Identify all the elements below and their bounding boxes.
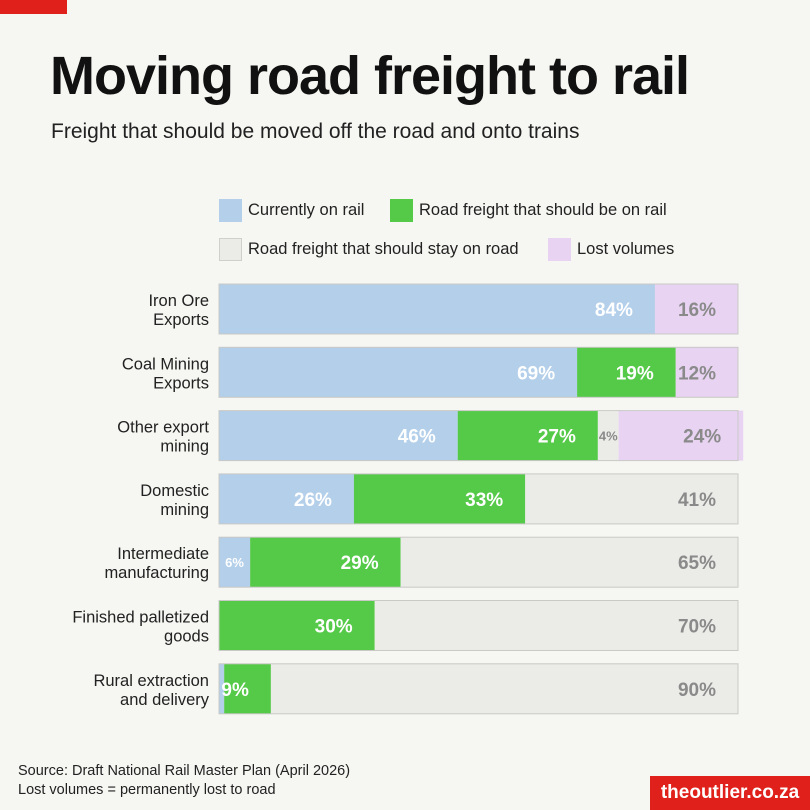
legend-item-currently-on-rail: Currently on rail — [219, 199, 364, 222]
bar-outline — [218, 663, 739, 715]
legend-swatch-should-be-on-rail — [390, 199, 413, 222]
bar-segment — [353, 473, 526, 524]
bar-segment — [219, 600, 375, 651]
top-accent-bar — [0, 0, 67, 14]
bar-outline — [218, 346, 739, 398]
legend-item-should-be-on-rail: Road freight that should be on rail — [390, 199, 667, 222]
data-label: 90% — [678, 680, 716, 701]
brand-badge[interactable]: theoutlier.co.za — [650, 776, 810, 810]
legend-item-lost-volumes: Lost volumes — [548, 238, 674, 261]
legend-swatch-stay-on-road — [219, 238, 242, 261]
data-label: 84% — [595, 300, 633, 321]
legend-label: Road freight that should be on rail — [419, 201, 667, 219]
bar-segment — [219, 473, 354, 524]
legend-label: Lost volumes — [577, 240, 675, 258]
source-note: Source: Draft National Rail Master Plan … — [18, 762, 350, 800]
data-label: 27% — [538, 427, 576, 448]
category-label: mining — [160, 438, 209, 456]
data-label: 24% — [683, 427, 721, 448]
bar-outline — [218, 283, 739, 335]
bar-segment — [219, 537, 251, 588]
data-label: 69% — [517, 363, 555, 384]
bar-segment — [374, 600, 738, 651]
bar-segment — [219, 284, 655, 334]
data-label: 16% — [678, 300, 716, 321]
bar-segment — [618, 410, 744, 461]
data-label: 41% — [678, 490, 716, 511]
data-label: 19% — [616, 363, 654, 384]
category-label: Intermediate — [117, 545, 209, 563]
legend-swatch-currently-on-rail — [219, 199, 242, 222]
legend-item-stay-on-road: Road freight that should stay on road — [219, 238, 519, 261]
bar-segment — [675, 347, 738, 398]
legend: Currently on rail Road freight that shou… — [219, 197, 779, 267]
data-label: 29% — [341, 553, 379, 574]
data-label: 33% — [465, 490, 503, 511]
category-label: Exports — [153, 374, 209, 392]
legend-label: Currently on rail — [248, 201, 365, 219]
bar-segment — [219, 347, 578, 398]
data-label: 26% — [294, 490, 332, 511]
bar-segment — [525, 473, 738, 524]
bar-segment — [219, 663, 225, 714]
source-footnote: Lost volumes = permanently lost to road — [18, 782, 276, 798]
bar-segment — [219, 410, 458, 461]
data-label: 70% — [678, 617, 716, 638]
category-label: and delivery — [120, 691, 210, 709]
data-label: 9% — [221, 680, 249, 701]
bar-outline — [218, 536, 739, 588]
bar-segment — [654, 284, 738, 334]
bar-segment — [270, 663, 738, 714]
bar-segment — [457, 410, 598, 461]
bar-segment — [597, 410, 619, 461]
data-label: 30% — [315, 617, 353, 638]
data-label: 12% — [678, 363, 716, 384]
bar-segment — [400, 537, 738, 588]
data-label: 65% — [678, 553, 716, 574]
bar-segment — [577, 347, 676, 398]
bar-outline — [218, 473, 739, 525]
source-line: Source: Draft National Rail Master Plan … — [18, 763, 351, 779]
category-label: Rural extraction — [93, 672, 209, 690]
legend-label: Road freight that should stay on road — [248, 240, 519, 258]
category-label: Exports — [153, 311, 209, 329]
bar-segment — [224, 663, 271, 714]
category-label: manufacturing — [104, 564, 209, 582]
bar-outline — [218, 410, 739, 462]
category-label: Domestic — [140, 482, 209, 500]
category-label: mining — [160, 501, 209, 519]
category-label: goods — [164, 628, 209, 646]
data-label: 46% — [398, 427, 436, 448]
chart-subtitle: Freight that should be moved off the roa… — [51, 120, 580, 143]
chart-title: Moving road freight to rail — [50, 46, 690, 106]
category-label: Coal Mining — [122, 355, 209, 373]
category-label: Other export — [117, 419, 209, 437]
data-label: 4% — [599, 429, 618, 444]
category-label: Finished palletized — [72, 609, 209, 627]
bar-outline — [218, 600, 739, 651]
category-label: Iron Ore — [148, 292, 209, 310]
data-label: 6% — [225, 555, 244, 570]
legend-swatch-lost-volumes — [548, 238, 571, 261]
bar-segment — [250, 537, 401, 588]
